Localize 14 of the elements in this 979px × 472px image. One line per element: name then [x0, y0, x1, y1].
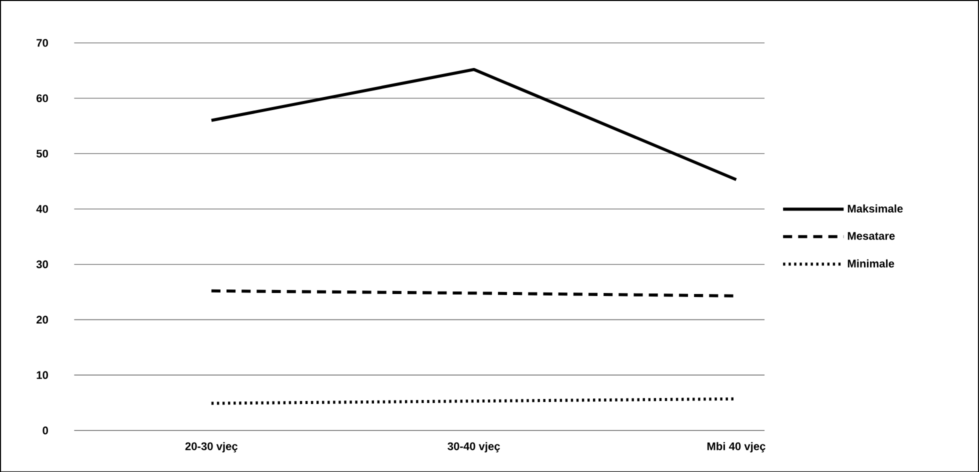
- y-tick-label: 20: [36, 316, 48, 324]
- y-tick-label: 70: [36, 38, 48, 47]
- text: Mesatare: [848, 232, 895, 240]
- text: Minimale: [848, 259, 894, 268]
- x-tick-label: Mbi 40 vjeç: [707, 442, 766, 452]
- y-tick-label: 40: [36, 204, 48, 213]
- y-tick-label: 30: [36, 260, 48, 268]
- y-tick-label: 60: [36, 94, 48, 102]
- x-tick-label: 30-40 vjeç: [448, 442, 500, 452]
- text: Maksimale: [848, 204, 903, 212]
- y-tick-label: 10: [36, 371, 48, 379]
- y-tick-label: 0: [42, 426, 48, 434]
- y-tick-label: 50: [36, 150, 48, 158]
- x-tick-label: 20-30 vjeç: [185, 442, 238, 452]
